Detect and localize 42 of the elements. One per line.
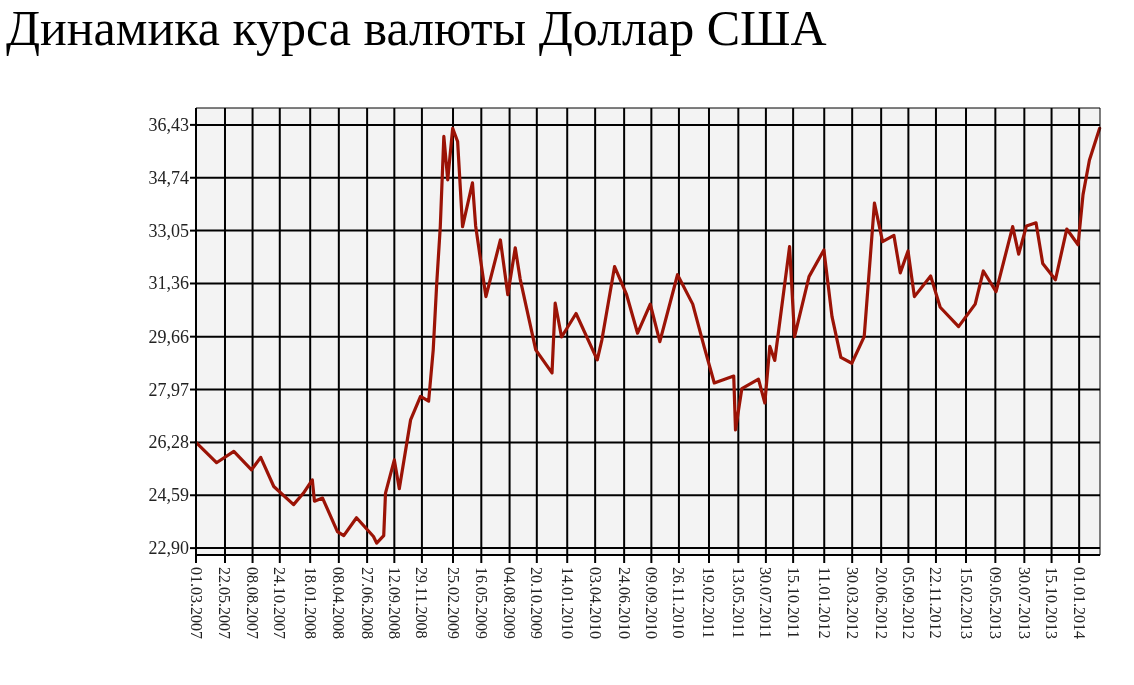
y-tick-label: 22,90 [148, 538, 189, 559]
y-tick-label: 24,59 [148, 485, 189, 506]
x-tick-label: 08.08.2007 [244, 567, 262, 639]
x-tick-label: 16.05.2009 [472, 567, 490, 639]
x-tick-label: 08.04.2008 [330, 567, 348, 639]
y-tick-label: 34,74 [148, 167, 189, 188]
x-tick-label: 05.09.2012 [899, 567, 917, 639]
x-tick-label: 01.03.2007 [187, 567, 205, 639]
x-tick-label: 26.11.2010 [670, 567, 688, 639]
x-tick-label: 30.03.2012 [843, 567, 861, 639]
x-tick-label: 27.06.2008 [358, 567, 376, 639]
y-tick-label: 27,97 [148, 379, 189, 400]
y-tick-label: 33,05 [148, 220, 189, 241]
x-tick-label: 24.06.2010 [615, 567, 633, 639]
x-tick-label: 13.05.2011 [729, 567, 747, 639]
x-tick-label: 22.05.2007 [216, 567, 234, 639]
x-tick-label: 15.10.2013 [1043, 567, 1061, 639]
y-tick-label: 36,43 [148, 114, 189, 135]
x-tick-label: 20.10.2009 [528, 567, 546, 639]
x-tick-label: 01.01.2014 [1070, 567, 1088, 639]
x-tick-label: 14.01.2010 [558, 567, 576, 639]
x-tick-label: 24.10.2007 [271, 567, 289, 639]
x-tick-label: 12.09.2008 [385, 567, 403, 639]
x-tick-label: 11.01.2012 [815, 567, 833, 639]
x-tick-label: 29.11.2008 [413, 567, 431, 639]
x-tick-label: 22.11.2012 [927, 567, 945, 639]
x-tick-label: 09.05.2013 [986, 567, 1004, 639]
y-tick-label: 26,28 [148, 432, 189, 453]
x-tick-label: 30.07.2011 [757, 567, 775, 639]
x-tick-label: 15.02.2013 [957, 567, 975, 639]
x-tick-label: 03.04.2010 [586, 567, 604, 639]
x-tick-label: 30.07.2013 [1015, 567, 1033, 639]
x-tick-label: 20.06.2012 [872, 567, 890, 639]
x-tick-label: 15.10.2011 [784, 567, 802, 639]
chart-title: Динамика курса валюты Доллар США [6, 0, 827, 56]
x-tick-label: 25.02.2009 [444, 567, 462, 639]
x-tick-label: 04.08.2009 [501, 567, 519, 639]
x-tick-label: 19.02.2011 [700, 567, 718, 639]
x-tick-label: 09.09.2010 [642, 567, 660, 639]
x-tick-label: 18.01.2008 [301, 567, 319, 639]
y-tick-label: 31,36 [148, 273, 189, 294]
y-tick-label: 29,66 [148, 326, 189, 347]
